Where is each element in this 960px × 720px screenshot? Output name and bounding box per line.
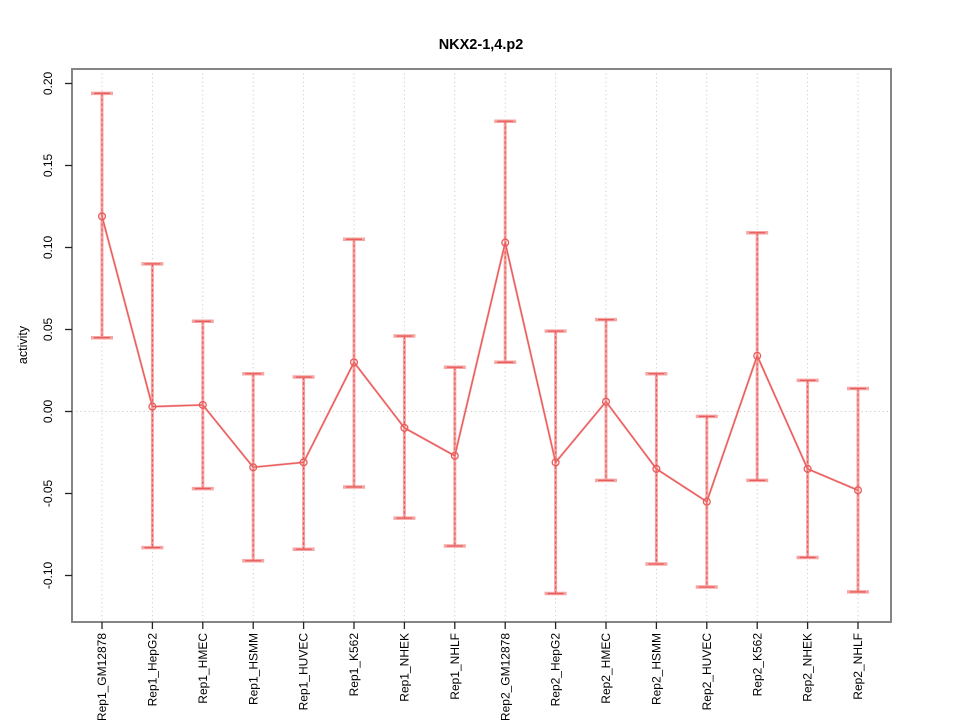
x-tick-label: Rep2_HSMM [649,633,663,705]
y-tick-label: 0.20 [41,71,55,95]
x-tick-label: Rep2_HepG2 [549,633,563,707]
x-tick-label: Rep2_HUVEC [700,633,714,711]
y-axis-title: activity [16,325,30,364]
x-axis-ticks: Rep1_GM12878 Rep1_HepG2 Rep1_HMEC Rep1_HSMM… [95,622,865,720]
data-point [803,464,812,473]
series-polyline [101,216,859,503]
y-tick-label: -0.10 [41,562,55,590]
data-point [148,402,157,411]
x-tick-label: Rep1_HMEC [196,633,210,704]
x-tick-label: Rep2_NHEK [801,633,815,702]
y-tick-label: 0.15 [41,153,55,177]
data-point [601,397,611,406]
y-axis-ticks: 0.20 0.15 0.10 0.05 0.00 -0.05 -0.10 [41,71,72,589]
x-tick-label: Rep1_HepG2 [145,633,159,707]
data-point [853,486,863,495]
chart-title: NKX2-1,4.p2 [439,37,524,53]
data-point [349,358,359,367]
data-point [753,351,762,360]
x-tick-label: Rep2_HMEC [599,633,613,704]
x-tick-label: Rep2_K562 [750,633,764,697]
x-tick-label: Rep1_NHEK [397,633,411,702]
data-point [400,423,409,432]
plot-border [71,68,892,623]
data-point [501,238,510,247]
series-polyline-light [100,216,859,504]
y-tick-label: -0.05 [41,480,55,508]
x-tick-label: Rep1_NHLF [448,633,462,700]
y-tick-label: 0.10 [41,235,55,259]
x-tick-label: Rep1_GM12878 [95,633,109,720]
data-points [97,212,863,506]
data-point [450,451,459,460]
plot-box [71,68,892,623]
y-tick-label: 0.00 [41,399,55,423]
x-tick-label: Rep1_HSMM [246,633,260,705]
x-tick-label: Rep2_GM12878 [498,633,512,720]
data-point [299,458,308,467]
data-point [249,463,258,472]
data-point [97,212,107,221]
error-bars [91,91,869,596]
y-tick-label: 0.05 [41,317,55,341]
data-point [702,497,711,506]
x-tick-label: Rep2_NHLF [851,633,865,700]
data-point [198,400,207,409]
series-line [100,216,859,504]
x-tick-label: Rep1_HUVEC [297,633,311,711]
data-point [551,458,560,467]
x-tick-label: Rep1_K562 [347,633,361,697]
data-point [652,464,661,473]
